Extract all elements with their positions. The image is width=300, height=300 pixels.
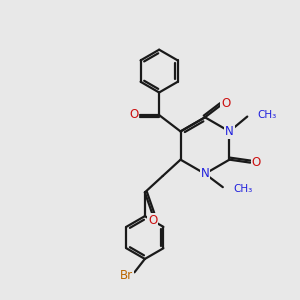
- Text: Br: Br: [120, 269, 133, 282]
- Text: O: O: [148, 214, 158, 227]
- Text: N: N: [201, 167, 209, 180]
- Text: O: O: [252, 156, 261, 169]
- Text: O: O: [221, 97, 230, 110]
- Text: O: O: [129, 108, 139, 121]
- Text: CH₃: CH₃: [233, 184, 253, 194]
- Text: N: N: [225, 125, 234, 138]
- Text: CH₃: CH₃: [258, 110, 277, 120]
